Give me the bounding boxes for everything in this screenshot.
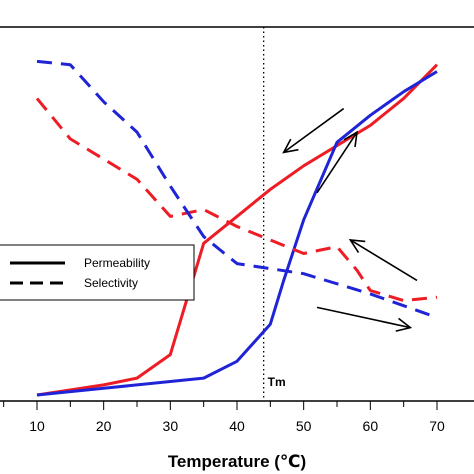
x-tick-label: 10 [29,418,45,434]
series-line-1 [36,70,438,397]
series-line-0 [36,63,439,397]
arrow-head-0 [282,138,299,154]
series-line-3 [36,59,438,319]
legend-label-permeability: Permeability [84,256,150,270]
legend-label-selectivity: Selectivity [84,276,138,290]
x-tick-label: 40 [229,418,245,434]
plot-area: 10 20 30 40 50 60 70 Tm [0,26,474,434]
arrow-head-1 [343,130,359,148]
legend: Permeability Selectivity [0,244,195,301]
x-tick-label: 70 [429,418,445,434]
arrow-shaft-0 [283,107,345,154]
plot-frame [0,26,474,402]
arrow-head-3 [395,317,413,332]
tm-label: Tm [268,375,286,389]
x-axis-title: Temperature (℃) [168,452,306,471]
arrow-shaft-2 [349,239,418,282]
series-line-2 [35,97,438,303]
arrow-shaft-1 [316,131,358,194]
x-tick-label: 50 [296,418,312,434]
x-tick-label: 60 [363,418,379,434]
legend-box [0,244,195,301]
arrow-head-2 [348,239,366,253]
arrow-shaft-3 [316,306,411,329]
x-tick-label: 30 [163,418,179,434]
x-tick-label: 20 [96,418,112,434]
